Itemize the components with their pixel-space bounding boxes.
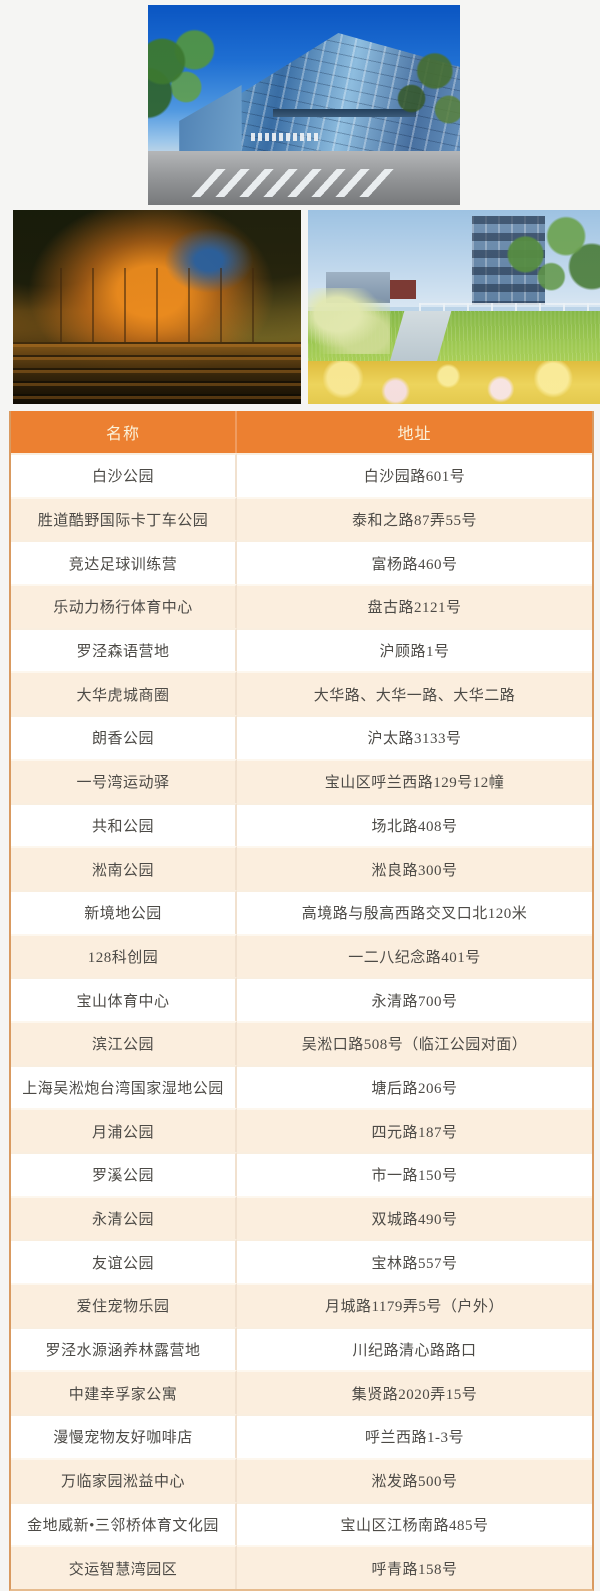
white-sign-letters bbox=[250, 133, 320, 141]
venue-name-cell: 滨江公园 bbox=[11, 1020, 237, 1065]
pond-reflection bbox=[13, 341, 301, 404]
venue-name-cell: 朗香公园 bbox=[11, 715, 237, 759]
venue-name-cell: 罗泾森语营地 bbox=[11, 627, 237, 672]
venue-name-cell: 中建幸孚家公寓 bbox=[11, 1370, 237, 1415]
venue-address-cell: 场北路408号 bbox=[236, 802, 592, 847]
venue-name-cell: 一号湾运动驿 bbox=[11, 758, 237, 803]
table-row: 白沙公园 白沙园路601号 bbox=[11, 453, 592, 497]
table-row: 万临家园淞益中心 淞发路500号 bbox=[11, 1457, 592, 1502]
venue-name-cell: 罗泾水源涵养林露营地 bbox=[11, 1326, 237, 1371]
venue-name-cell: 白沙公园 bbox=[11, 453, 237, 497]
table-row: 月浦公园 四元路187号 bbox=[11, 1108, 592, 1152]
venue-address-cell: 永清路700号 bbox=[236, 977, 592, 1021]
table-row: 金地威新•三邻桥体育文化园 宝山区江杨南路485号 bbox=[11, 1501, 592, 1546]
autumn-trees-pond-photo bbox=[13, 210, 301, 404]
venue-address-cell: 大华路、大华一路、大华二路 bbox=[236, 671, 592, 716]
venue-address-cell: 泰和之路87弄55号 bbox=[236, 496, 592, 541]
table-row: 淞南公园 淞良路300号 bbox=[11, 846, 592, 890]
table-row: 128科创园 一二八纪念路401号 bbox=[11, 933, 592, 978]
venue-name-cell: 胜道酷野国际卡丁车公园 bbox=[11, 496, 237, 541]
table-row: 滨江公园 吴淞口路508号（临江公园对面） bbox=[11, 1020, 592, 1065]
yellow-flower-bed bbox=[308, 361, 600, 404]
venue-name-cell: 罗溪公园 bbox=[11, 1152, 237, 1196]
green-trees bbox=[477, 213, 600, 315]
venue-address-cell: 呼青路158号 bbox=[236, 1545, 592, 1589]
venues-table-body: 白沙公园 白沙园路601号 胜道酷野国际卡丁车公园 泰和之路87弄55号 竞达足… bbox=[11, 453, 592, 1589]
venue-address-cell: 集贤路2020弄15号 bbox=[236, 1370, 592, 1415]
tree-trunks bbox=[30, 268, 284, 342]
table-row: 乐动力杨行体育中心 盘古路2121号 bbox=[11, 584, 592, 628]
table-row: 罗泾森语营地 沪顾路1号 bbox=[11, 627, 592, 672]
venue-name-cell: 淞南公园 bbox=[11, 846, 237, 890]
venue-name-cell: 乐动力杨行体育中心 bbox=[11, 584, 237, 628]
venue-address-cell: 高境路与殷高西路交叉口北120米 bbox=[236, 889, 592, 934]
venue-name-cell: 交运智慧湾园区 bbox=[11, 1545, 237, 1589]
crosswalk-stripes bbox=[191, 169, 398, 197]
venue-address-cell: 吴淞口路508号（临江公园对面） bbox=[236, 1020, 592, 1065]
table-row: 竞达足球训练营 富杨路460号 bbox=[11, 540, 592, 585]
pale-ornamental-grass bbox=[308, 287, 390, 354]
grass-park-photo bbox=[308, 210, 600, 404]
table-row: 罗泾水源涵养林露营地 川纪路清心路路口 bbox=[11, 1326, 592, 1371]
venue-name-cell: 128科创园 bbox=[11, 933, 237, 978]
venue-address-cell: 盘古路2121号 bbox=[236, 584, 592, 628]
venue-name-cell: 万临家园淞益中心 bbox=[11, 1457, 237, 1502]
table-row: 朗香公园 沪太路3133号 bbox=[11, 715, 592, 759]
table-header-row: 名称 地址 bbox=[11, 411, 592, 453]
table-row: 友谊公园 宝林路557号 bbox=[11, 1239, 592, 1284]
venue-address-cell: 白沙园路601号 bbox=[236, 453, 592, 497]
table-row: 永清公园 双城路490号 bbox=[11, 1195, 592, 1240]
venue-name-cell: 新境地公园 bbox=[11, 889, 237, 934]
left-trees bbox=[148, 29, 248, 145]
column-header-name: 名称 bbox=[11, 411, 237, 453]
entrance-awning bbox=[272, 109, 417, 117]
venue-name-cell: 大华虎城商圈 bbox=[11, 671, 237, 716]
venue-name-cell: 共和公园 bbox=[11, 802, 237, 847]
venue-address-cell: 呼兰西路1-3号 bbox=[236, 1414, 592, 1458]
venue-name-cell: 友谊公园 bbox=[11, 1239, 237, 1284]
venue-name-cell: 爱住宠物乐园 bbox=[11, 1283, 237, 1327]
venue-address-cell: 月城路1179弄5号（户外） bbox=[236, 1283, 592, 1327]
venue-address-cell: 市一路150号 bbox=[236, 1152, 592, 1196]
table-row: 胜道酷野国际卡丁车公园 泰和之路87弄55号 bbox=[11, 496, 592, 541]
venue-address-cell: 双城路490号 bbox=[236, 1195, 592, 1240]
building-street-photo bbox=[148, 5, 460, 205]
venue-address-cell: 一二八纪念路401号 bbox=[236, 933, 592, 978]
venue-name-cell: 竞达足球训练营 bbox=[11, 540, 237, 585]
table-row: 上海吴淞炮台湾国家湿地公园 塘后路206号 bbox=[11, 1064, 592, 1109]
venue-address-cell: 富杨路460号 bbox=[236, 540, 592, 585]
table-row: 中建幸孚家公寓 集贤路2020弄15号 bbox=[11, 1370, 592, 1415]
red-brick-structure bbox=[389, 279, 417, 300]
table-row: 宝山体育中心 永清路700号 bbox=[11, 977, 592, 1021]
venue-address-cell: 沪顾路1号 bbox=[236, 627, 592, 672]
venue-address-cell: 塘后路206号 bbox=[236, 1064, 592, 1109]
venue-address-cell: 川纪路清心路路口 bbox=[236, 1326, 592, 1371]
table-row: 大华虎城商圈 大华路、大华一路、大华二路 bbox=[11, 671, 592, 716]
right-tree bbox=[378, 49, 460, 159]
venue-name-cell: 金地威新•三邻桥体育文化园 bbox=[11, 1501, 237, 1546]
venue-address-cell: 沪太路3133号 bbox=[236, 715, 592, 759]
table-row: 交运智慧湾园区 呼青路158号 bbox=[11, 1545, 592, 1589]
venue-name-cell: 月浦公园 bbox=[11, 1108, 237, 1152]
venues-table: 名称 地址 白沙公园 白沙园路601号 胜道酷野国际卡丁车公园 泰和之路87弄5… bbox=[9, 411, 594, 1591]
venue-name-cell: 上海吴淞炮台湾国家湿地公园 bbox=[11, 1064, 237, 1109]
venue-address-cell: 宝山区江杨南路485号 bbox=[236, 1501, 592, 1546]
column-header-address: 地址 bbox=[236, 411, 592, 453]
table-row: 爱住宠物乐园 月城路1179弄5号（户外） bbox=[11, 1283, 592, 1327]
venue-name-cell: 漫慢宠物友好咖啡店 bbox=[11, 1414, 237, 1458]
venue-address-cell: 宝林路557号 bbox=[236, 1239, 592, 1284]
table-row: 漫慢宠物友好咖啡店 呼兰西路1-3号 bbox=[11, 1414, 592, 1458]
venue-address-cell: 宝山区呼兰西路129号12幢 bbox=[236, 758, 592, 803]
venue-address-cell: 淞发路500号 bbox=[236, 1457, 592, 1502]
venue-name-cell: 宝山体育中心 bbox=[11, 977, 237, 1021]
venue-address-cell: 淞良路300号 bbox=[236, 846, 592, 890]
venue-name-cell: 永清公园 bbox=[11, 1195, 237, 1240]
table-row: 共和公园 场北路408号 bbox=[11, 802, 592, 847]
table-row: 罗溪公园 市一路150号 bbox=[11, 1152, 592, 1196]
table-row: 新境地公园 高境路与殷高西路交叉口北120米 bbox=[11, 889, 592, 934]
venue-address-cell: 四元路187号 bbox=[236, 1108, 592, 1152]
table-row: 一号湾运动驿 宝山区呼兰西路129号12幢 bbox=[11, 758, 592, 803]
